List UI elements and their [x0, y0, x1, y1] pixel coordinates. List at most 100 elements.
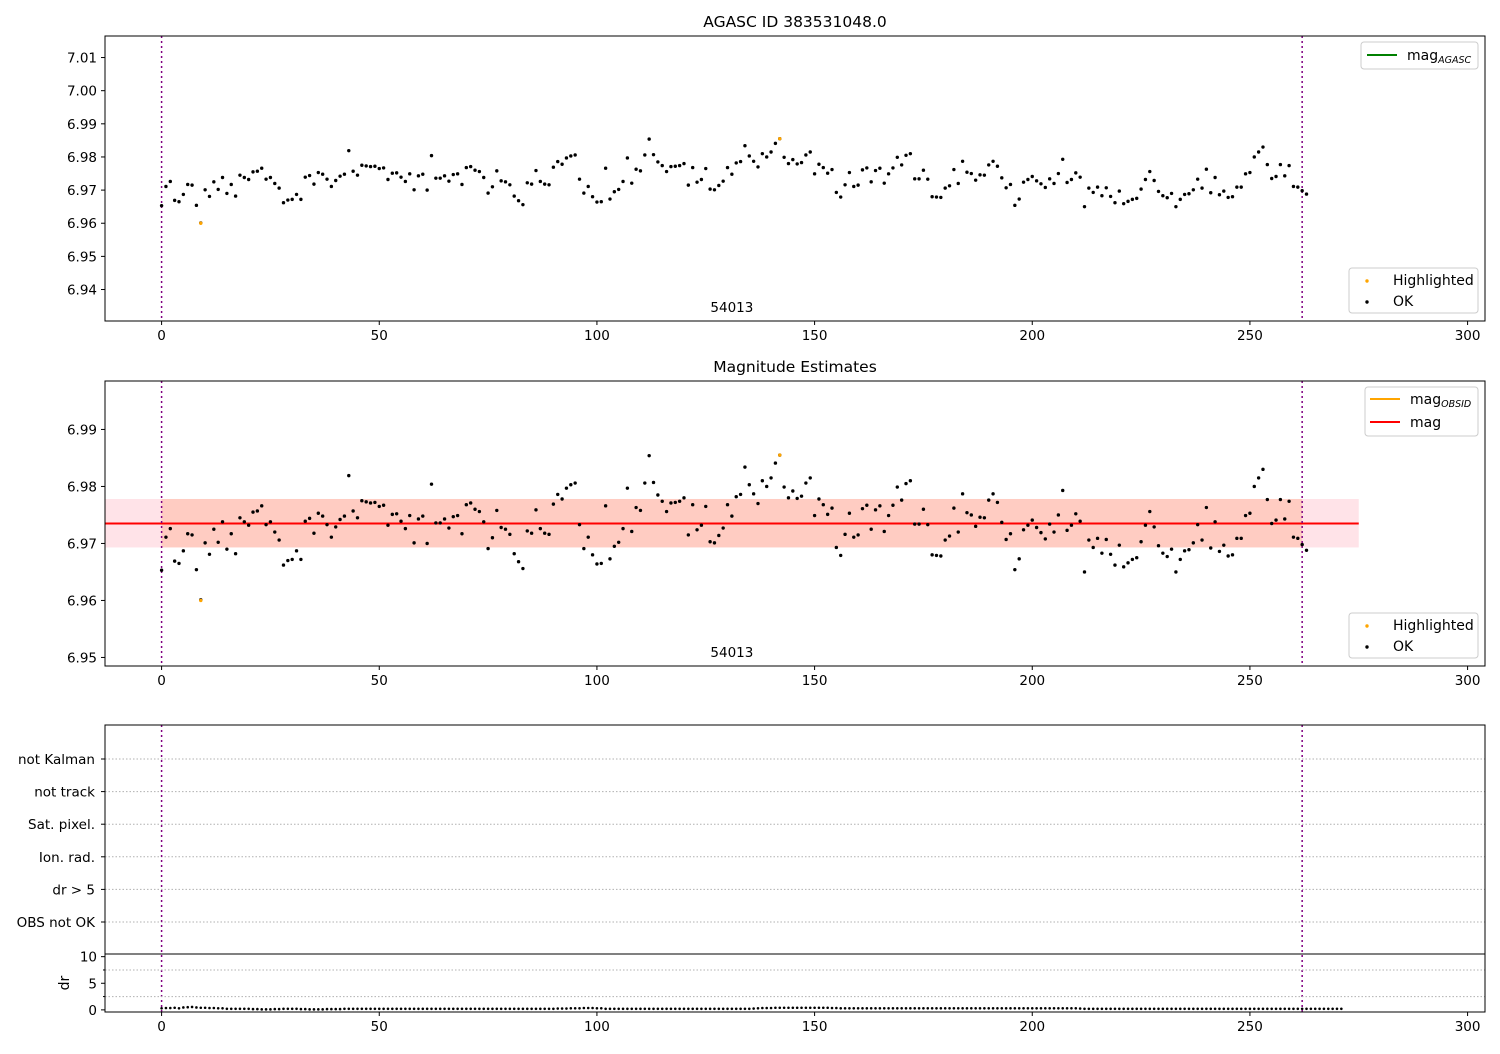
ok-point: [786, 496, 791, 500]
ok-point: [1043, 185, 1048, 190]
ok-point: [717, 183, 721, 188]
dr-point: [1187, 1007, 1191, 1011]
dr-point: [569, 1006, 573, 1010]
dr-point: [421, 1007, 425, 1011]
ok-point: [246, 177, 251, 182]
ok-point: [1200, 538, 1204, 542]
ok-point: [1174, 570, 1178, 574]
ok-point: [334, 178, 338, 183]
ok-point: [795, 162, 799, 166]
p1-y-tick-label: 7.00: [67, 84, 97, 100]
ok-point: [1148, 509, 1152, 514]
ok-point: [225, 547, 229, 551]
ok-point: [381, 503, 386, 507]
dr-point: [377, 1007, 381, 1011]
ok-point: [1291, 535, 1296, 539]
ok-point: [1169, 547, 1174, 551]
ok-point: [1130, 557, 1135, 562]
dr-point: [1104, 1007, 1108, 1011]
ok-point: [281, 200, 286, 205]
dr-point: [451, 1007, 455, 1011]
dr-points: [160, 1005, 1343, 1011]
ok-point: [229, 532, 233, 536]
dr-point: [687, 1007, 690, 1011]
ok-point: [751, 492, 756, 496]
dr-point: [1057, 1006, 1060, 1010]
ok-point: [442, 517, 447, 521]
ok-point: [895, 155, 900, 159]
dr-point: [1004, 1006, 1008, 1010]
dr-point: [1252, 1007, 1256, 1011]
ok-point: [717, 533, 721, 538]
ok-point: [969, 513, 974, 517]
dr-point: [700, 1007, 703, 1011]
dr-point: [495, 1007, 499, 1011]
dr-point: [1213, 1007, 1217, 1011]
p3-x-tick-label: 100: [584, 1019, 610, 1035]
dr-point: [1326, 1007, 1330, 1011]
p1-y-tick-label: 7.01: [67, 51, 97, 67]
panel2-y-ticks: 6.95 6.96 6.97 6.98 6.99: [67, 422, 105, 666]
dr-point: [1161, 1007, 1165, 1011]
dr-point: [730, 1007, 734, 1011]
ok-point: [408, 513, 412, 518]
dr-point: [1096, 1007, 1099, 1011]
ok-point: [839, 195, 843, 199]
ok-point: [913, 522, 917, 526]
dr-point: [970, 1006, 973, 1010]
dr-point: [321, 1008, 324, 1011]
ok-point: [1087, 186, 1091, 190]
ok-point: [1130, 197, 1135, 202]
ok-point: [1195, 522, 1200, 527]
ok-point: [1217, 193, 1222, 197]
ok-point: [551, 165, 556, 169]
ok-point: [1135, 556, 1139, 560]
dr-point: [1087, 1007, 1091, 1011]
ok-point: [1187, 548, 1191, 552]
ok-point: [299, 557, 303, 562]
ok-point: [765, 155, 769, 159]
dr-point: [1205, 1007, 1208, 1011]
ok-point: [647, 453, 651, 458]
ok-point: [329, 535, 334, 539]
ok-point: [769, 476, 773, 480]
legend-label-highlighted: Highlighted: [1393, 618, 1474, 634]
panel1-obsid-boundaries: [160, 36, 1303, 321]
ok-point: [947, 184, 952, 188]
ok-point: [1078, 519, 1082, 523]
ok-point: [908, 479, 913, 483]
dr-point: [1209, 1007, 1213, 1011]
dr-point: [861, 1006, 864, 1010]
ok-point: [899, 498, 904, 502]
ok-point: [1287, 163, 1291, 168]
dr-point: [1109, 1007, 1112, 1011]
ok-point: [451, 172, 455, 177]
dr-point: [351, 1007, 355, 1011]
dr-point: [1174, 1007, 1178, 1011]
dr-point: [1044, 1006, 1047, 1010]
legend-label-mag-obsid: magOBSID: [1410, 392, 1471, 410]
dr-point: [243, 1007, 246, 1011]
ok-point: [738, 492, 743, 497]
dr-point: [935, 1006, 938, 1010]
ok-point: [751, 159, 756, 163]
p1-y-tick-label: 6.95: [67, 249, 97, 265]
agasc-magnitude-panel: AGASC ID 383531048.0 0 50 100 150 200 250 300 …: [67, 13, 1486, 344]
ok-point: [1283, 517, 1287, 521]
dr-point: [721, 1007, 725, 1011]
ok-point: [834, 545, 839, 550]
dr-point: [1183, 1007, 1186, 1011]
dr-point: [678, 1007, 681, 1011]
ok-point: [1209, 546, 1213, 550]
ok-point: [1274, 174, 1278, 179]
highlighted-point: [199, 221, 203, 225]
dr-point: [1026, 1006, 1030, 1010]
panel1-frame: [104, 35, 1486, 322]
flag-row-label: not Kalman: [18, 752, 95, 768]
dr-point: [473, 1007, 477, 1011]
ok-point: [634, 505, 638, 510]
ok-point: [360, 163, 364, 167]
dr-point: [978, 1006, 982, 1010]
ok-point: [1100, 194, 1104, 198]
